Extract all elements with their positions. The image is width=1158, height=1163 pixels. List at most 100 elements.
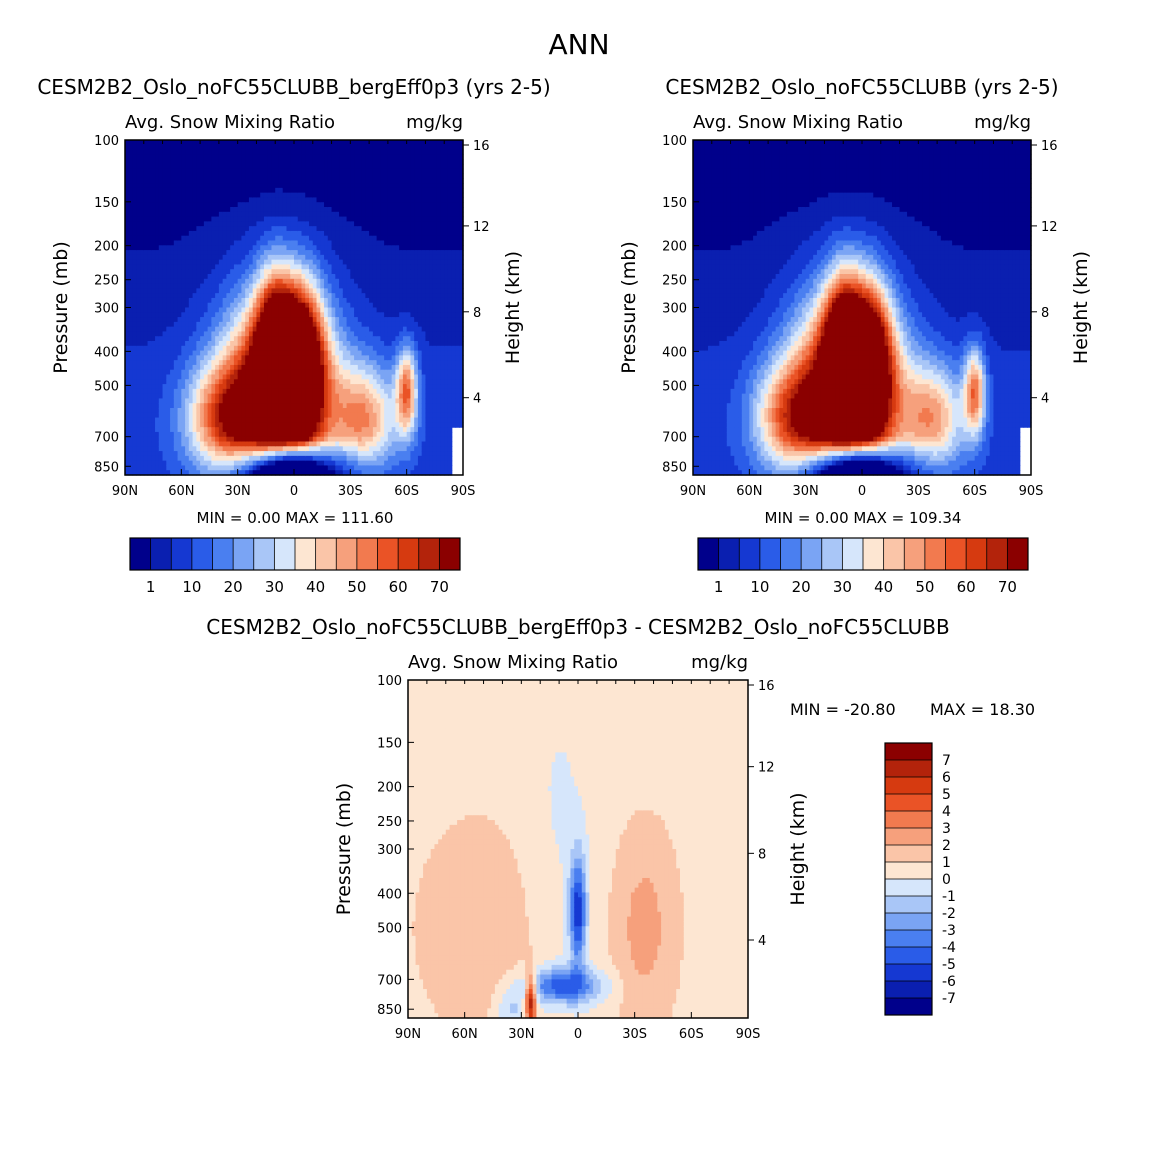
- heatmap-cell: [278, 250, 284, 256]
- heatmap-cell: [196, 388, 201, 395]
- heatmap-cell: [162, 326, 167, 333]
- heatmap-cell: [248, 269, 254, 275]
- heatmap-cell: [324, 470, 329, 476]
- heatmap-cell: [188, 207, 194, 213]
- heatmap-cell: [177, 379, 182, 385]
- heatmap-cell: [372, 355, 378, 361]
- heatmap-cell: [215, 235, 220, 242]
- heatmap-cell: [173, 317, 179, 323]
- heatmap-cell: [147, 388, 152, 395]
- heatmap-cell: [342, 369, 348, 376]
- heatmap-cell: [226, 336, 231, 342]
- heatmap-cell: [346, 417, 351, 423]
- heatmap-cell: [290, 364, 295, 371]
- heatmap-cell: [256, 388, 261, 395]
- heatmap-cell: [147, 431, 152, 438]
- heatmap-cell: [218, 221, 224, 227]
- heatmap-cell: [248, 149, 254, 155]
- heatmap-cell: [297, 254, 303, 261]
- heatmap-cell: [192, 168, 197, 175]
- heatmap-cell: [387, 183, 393, 189]
- heatmap-cell: [350, 364, 355, 371]
- heatmap-cell: [301, 245, 306, 251]
- heatmap-cell: [248, 140, 254, 146]
- heatmap-cell: [256, 159, 261, 165]
- heatmap-cell: [365, 408, 370, 414]
- heatmap-cell: [365, 393, 370, 400]
- heatmap-cell: [218, 379, 224, 385]
- heatmap-cell: [170, 159, 175, 165]
- heatmap-cell: [297, 216, 303, 222]
- heatmap-cell: [241, 460, 246, 467]
- heatmap-cell: [305, 250, 310, 256]
- heatmap-cell: [256, 173, 261, 179]
- heatmap-cell: [342, 431, 348, 438]
- heatmap-cell: [158, 245, 164, 251]
- heatmap-cell: [391, 178, 396, 184]
- heatmap-cell: [350, 331, 355, 337]
- heatmap-cell: [335, 211, 340, 218]
- heatmap-cell: [237, 412, 243, 419]
- heatmap-cell: [140, 388, 145, 395]
- heatmap-cell: [320, 427, 325, 433]
- heatmap-cell: [226, 254, 231, 261]
- heatmap-cell: [200, 422, 205, 428]
- heatmap-cell: [147, 412, 152, 419]
- heatmap-cell: [384, 226, 389, 232]
- heatmap-cell: [245, 159, 250, 165]
- heatmap-cell: [309, 288, 314, 294]
- heatmap-cell: [128, 422, 134, 428]
- heatmap-cell: [290, 398, 295, 404]
- heatmap-cell: [230, 183, 235, 189]
- heatmap-cell: [312, 312, 318, 318]
- heatmap-cell: [339, 446, 344, 452]
- heatmap-cell: [173, 446, 179, 452]
- heatmap-cell: [263, 288, 269, 294]
- heatmap-cell: [256, 384, 261, 390]
- heatmap-cell: [245, 187, 250, 194]
- heatmap-cell: [339, 226, 344, 232]
- heatmap-cell: [331, 183, 336, 189]
- heatmap-cell: [248, 451, 254, 457]
- heatmap-cell: [271, 412, 276, 419]
- heatmap-cell: [237, 230, 243, 237]
- heatmap-cell: [218, 470, 224, 476]
- heatmap-cell: [263, 417, 269, 423]
- heatmap-cell: [365, 374, 370, 380]
- heatmap-cell: [260, 187, 265, 194]
- heatmap-cell: [354, 355, 359, 361]
- heatmap-cell: [282, 460, 288, 467]
- heatmap-cell: [376, 417, 381, 423]
- heatmap-cell: [252, 355, 258, 361]
- heatmap-cell: [260, 235, 265, 242]
- heatmap-cell: [245, 408, 250, 414]
- heatmap-cell: [312, 345, 318, 352]
- heatmap-cell: [207, 350, 212, 356]
- heatmap-cell: [245, 470, 250, 476]
- heatmap-cell: [384, 297, 389, 304]
- heatmap-cell: [132, 326, 137, 333]
- heatmap-cell: [384, 393, 389, 400]
- heatmap-cell: [233, 465, 239, 471]
- heatmap-cell: [372, 384, 378, 390]
- heatmap-cell: [342, 250, 348, 256]
- heatmap-cell: [215, 178, 220, 184]
- heatmap-cell: [215, 149, 220, 155]
- heatmap-cell: [162, 321, 167, 328]
- heatmap-cell: [376, 384, 381, 390]
- heatmap-cell: [166, 355, 171, 361]
- heatmap-cell: [188, 293, 194, 299]
- heatmap-cell: [222, 245, 227, 251]
- heatmap-cell: [237, 364, 243, 371]
- heatmap-cell: [350, 283, 355, 289]
- heatmap-cell: [155, 350, 160, 356]
- heatmap-cell: [260, 274, 265, 280]
- heatmap-cell: [158, 436, 164, 443]
- heatmap-cell: [294, 436, 299, 443]
- heatmap-cell: [188, 331, 194, 337]
- heatmap-cell: [316, 178, 321, 184]
- heatmap-cell: [200, 326, 205, 333]
- heatmap-cell: [267, 149, 273, 155]
- heatmap-cell: [380, 274, 385, 280]
